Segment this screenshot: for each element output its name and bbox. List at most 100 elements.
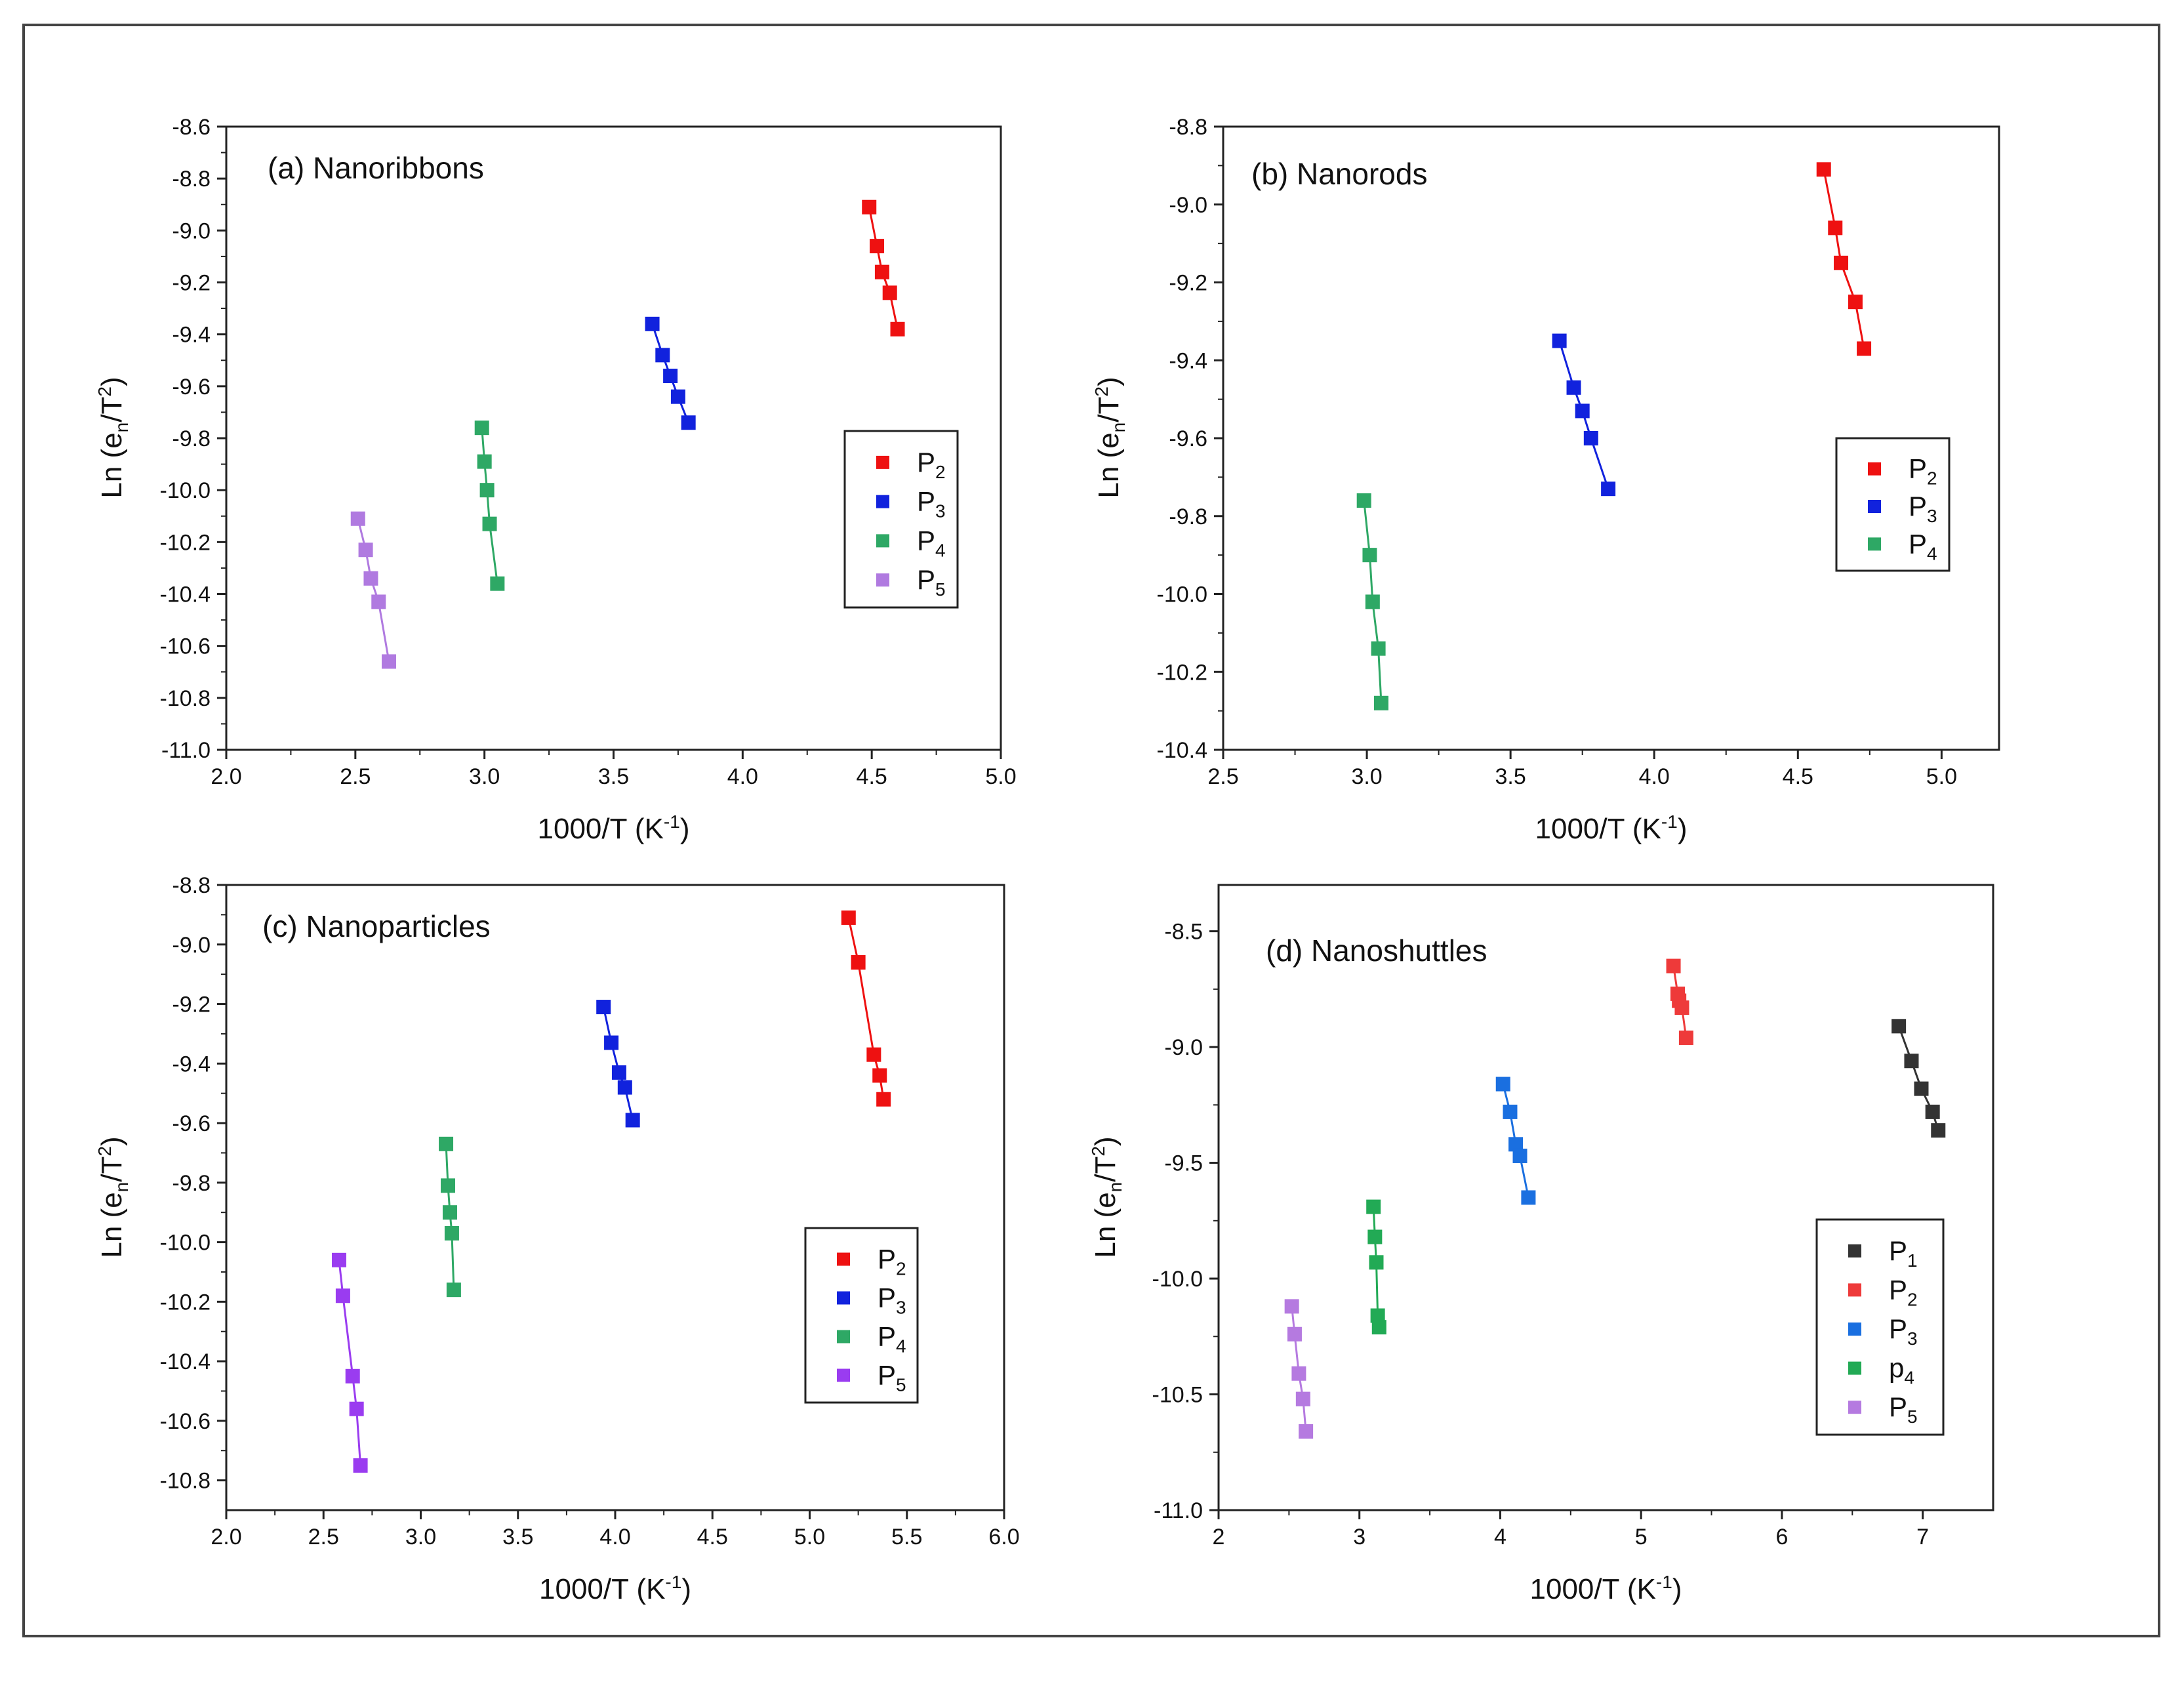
data-point xyxy=(350,511,365,526)
x-tick-label: 4.0 xyxy=(1639,764,1670,789)
series-p4 xyxy=(1356,493,1388,710)
data-point xyxy=(872,1068,887,1083)
data-point xyxy=(363,571,378,586)
data-point xyxy=(681,415,696,430)
x-tick-label: 3.0 xyxy=(1351,764,1382,789)
legend-label: P2 xyxy=(1889,1274,1918,1309)
x-tick-label: 2.0 xyxy=(211,1525,241,1549)
x-tick-label: 3.5 xyxy=(502,1525,533,1549)
data-point xyxy=(1857,341,1872,356)
x-tick-label: 4.0 xyxy=(727,764,758,789)
data-point xyxy=(1552,333,1567,348)
x-tick-label: 7 xyxy=(1916,1525,1929,1549)
legend-marker xyxy=(837,1291,850,1305)
data-point xyxy=(1367,1229,1383,1244)
data-point xyxy=(890,321,905,337)
series-p5 xyxy=(1284,1299,1314,1439)
series-line xyxy=(602,1006,634,1120)
x-tick-label: 2.5 xyxy=(1207,764,1238,789)
series-p4 xyxy=(439,1136,461,1298)
x-tick-label: 2 xyxy=(1213,1525,1225,1549)
series-p5 xyxy=(350,511,397,669)
data-point xyxy=(851,954,866,970)
data-point xyxy=(1512,1148,1527,1163)
legend-marker xyxy=(837,1330,850,1344)
data-point xyxy=(439,1136,454,1151)
y-tick-label: -10.5 xyxy=(1152,1383,1203,1408)
series-line xyxy=(481,428,498,584)
legend-marker xyxy=(1848,1401,1861,1414)
legend-marker xyxy=(1868,500,1881,513)
y-tick-label: -9.2 xyxy=(172,271,211,296)
y-tick-label: -9.0 xyxy=(172,218,211,243)
x-tick-label: 4.5 xyxy=(1783,764,1813,789)
y-tick-label: -9.0 xyxy=(1164,1035,1203,1060)
y-axis-label: Ln (en/T2) xyxy=(94,377,132,498)
data-point xyxy=(1365,594,1380,609)
y-tick-label: -10.4 xyxy=(1157,738,1208,763)
y-tick-label: -8.6 xyxy=(172,115,211,140)
legend-label: p4 xyxy=(1889,1353,1914,1388)
data-point xyxy=(1521,1190,1536,1205)
y-tick-label: -10.0 xyxy=(1152,1267,1203,1292)
x-axis-label: 1000/T (K-1) xyxy=(1535,811,1688,845)
legend-label: P5 xyxy=(1889,1391,1918,1427)
data-point xyxy=(1366,1199,1381,1214)
data-point xyxy=(611,1065,626,1080)
data-point xyxy=(382,654,397,669)
panel-title: (b) Nanorods xyxy=(1251,157,1427,191)
data-point xyxy=(1371,1320,1386,1335)
legend-marker xyxy=(837,1368,850,1382)
data-point xyxy=(1356,493,1371,508)
x-tick-label: 5.0 xyxy=(985,764,1016,789)
data-point xyxy=(1925,1104,1940,1119)
x-tick-label: 3.0 xyxy=(469,764,500,789)
y-axis-label: Ln (en/T2) xyxy=(1088,1136,1125,1258)
y-tick-label: -8.5 xyxy=(1164,920,1203,945)
data-point xyxy=(1287,1326,1302,1342)
y-tick-label: -9.5 xyxy=(1164,1151,1203,1176)
data-point xyxy=(1362,548,1377,563)
data-point xyxy=(1678,1030,1693,1045)
x-tick-label: 3.5 xyxy=(598,764,629,789)
legend-label: P4 xyxy=(1909,528,1937,564)
data-point xyxy=(1575,403,1590,419)
data-point xyxy=(1284,1299,1299,1314)
legend-box xyxy=(1835,437,1951,572)
data-point xyxy=(862,199,877,215)
y-tick-label: -9.8 xyxy=(172,1171,211,1196)
y-tick-label: -9.4 xyxy=(1169,348,1207,373)
x-axis-label: 1000/T (K-1) xyxy=(539,1572,691,1605)
x-tick-label: 4.0 xyxy=(599,1525,630,1549)
y-tick-label: -9.6 xyxy=(1169,426,1207,451)
x-tick-label: 5 xyxy=(1635,1525,1648,1549)
series-p5 xyxy=(331,1252,368,1473)
series-p3 xyxy=(645,316,696,430)
data-point xyxy=(331,1252,346,1267)
series-p3 xyxy=(1552,333,1616,497)
data-point xyxy=(1373,695,1388,710)
data-point xyxy=(479,483,495,498)
legend-marker xyxy=(876,573,889,587)
data-point xyxy=(1566,380,1581,395)
data-point xyxy=(349,1401,364,1416)
x-tick-label: 6.0 xyxy=(988,1525,1019,1549)
data-point xyxy=(645,316,660,331)
panel-nanoribbons: 2.0 2.5 3.0 3.5 4.0 4.5 5.0 -11.0 -10.8 -10.6 -10.… xyxy=(94,115,1017,845)
legend-marker xyxy=(1848,1283,1861,1297)
y-tick-label: -9.0 xyxy=(172,933,211,958)
data-point xyxy=(444,1225,459,1241)
data-point xyxy=(1295,1391,1310,1406)
plot-area xyxy=(225,884,1005,1511)
legend-box xyxy=(843,430,959,609)
series-line xyxy=(357,518,390,662)
x-tick-label: 4 xyxy=(1494,1525,1507,1549)
legend-label: P3 xyxy=(1889,1313,1918,1349)
data-point xyxy=(596,1000,611,1015)
legend-label: P3 xyxy=(917,486,946,522)
data-point xyxy=(474,420,489,436)
data-point xyxy=(841,910,856,925)
legend-label: P2 xyxy=(1909,453,1937,489)
y-tick-label: -10.0 xyxy=(160,478,211,503)
